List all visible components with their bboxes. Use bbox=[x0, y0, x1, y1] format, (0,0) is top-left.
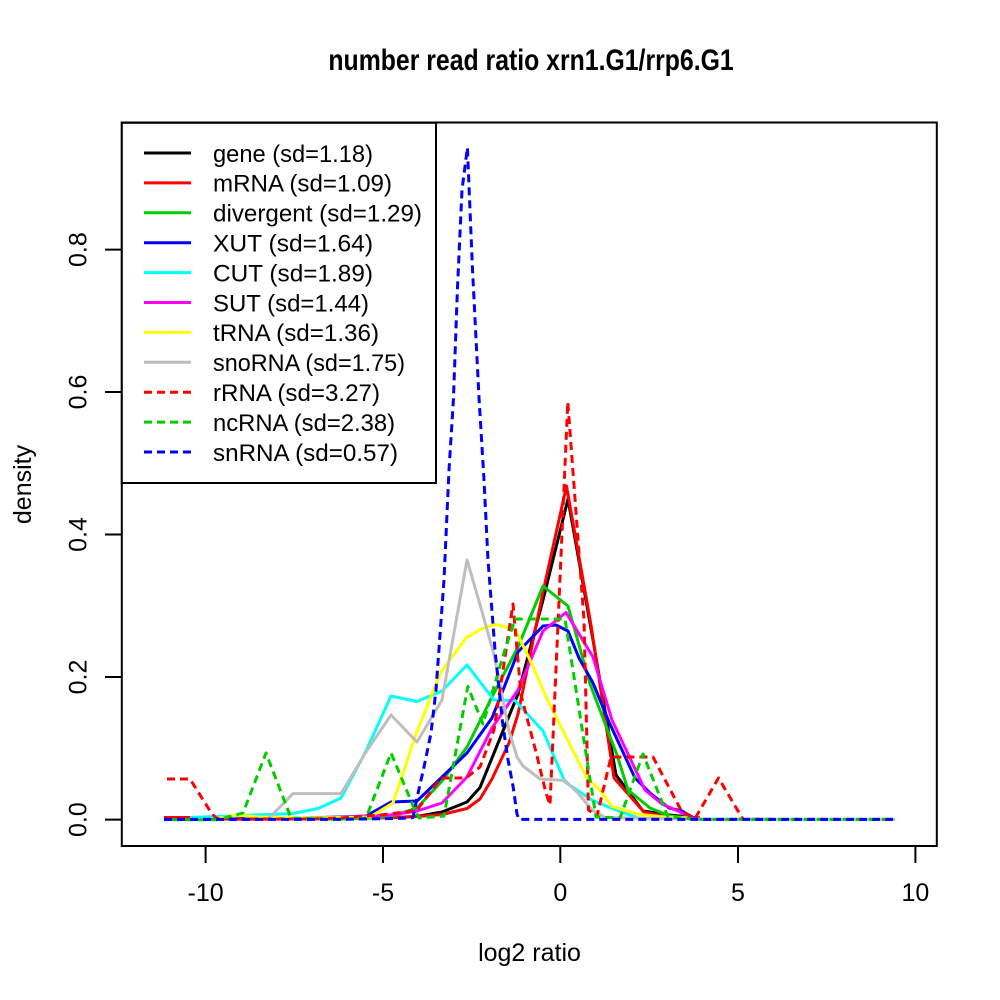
svg-text:CUT (sd=1.89): CUT (sd=1.89) bbox=[213, 260, 373, 287]
svg-text:0.6: 0.6 bbox=[65, 375, 93, 410]
svg-text:SUT (sd=1.44): SUT (sd=1.44) bbox=[213, 290, 369, 317]
svg-text:density: density bbox=[9, 444, 37, 524]
svg-text:0.0: 0.0 bbox=[65, 802, 93, 837]
svg-text:0: 0 bbox=[553, 879, 567, 907]
svg-text:snRNA (sd=0.57): snRNA (sd=0.57) bbox=[213, 440, 398, 467]
svg-text:gene (sd=1.18): gene (sd=1.18) bbox=[213, 141, 373, 168]
svg-text:5: 5 bbox=[731, 879, 745, 907]
svg-text:number read ratio xrn1.G1/rrp6: number read ratio xrn1.G1/rrp6.G1 bbox=[328, 44, 733, 77]
svg-text:divergent (sd=1.29): divergent (sd=1.29) bbox=[213, 201, 422, 228]
svg-text:-5: -5 bbox=[372, 879, 394, 907]
svg-text:rRNA (sd=3.27): rRNA (sd=3.27) bbox=[213, 380, 380, 407]
svg-text:snoRNA (sd=1.75): snoRNA (sd=1.75) bbox=[213, 350, 405, 377]
svg-text:log2 ratio: log2 ratio bbox=[478, 939, 581, 967]
svg-text:0.8: 0.8 bbox=[65, 232, 93, 267]
svg-text:tRNA (sd=1.36): tRNA (sd=1.36) bbox=[213, 320, 379, 347]
svg-text:ncRNA (sd=2.38): ncRNA (sd=2.38) bbox=[213, 410, 395, 437]
svg-text:0.4: 0.4 bbox=[65, 517, 93, 552]
svg-text:mRNA (sd=1.09): mRNA (sd=1.09) bbox=[213, 171, 392, 198]
svg-text:10: 10 bbox=[901, 879, 929, 907]
svg-text:0.2: 0.2 bbox=[65, 660, 93, 695]
svg-text:-10: -10 bbox=[188, 879, 224, 907]
svg-text:XUT (sd=1.64): XUT (sd=1.64) bbox=[213, 231, 373, 258]
